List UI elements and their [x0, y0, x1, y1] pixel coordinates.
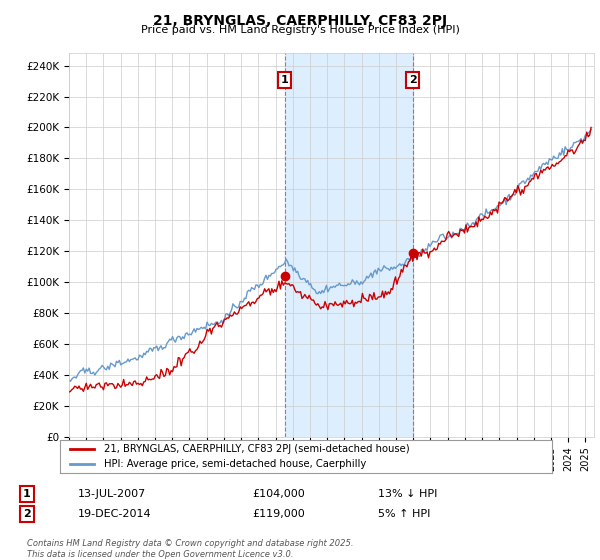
Text: Contains HM Land Registry data © Crown copyright and database right 2025.
This d: Contains HM Land Registry data © Crown c… [27, 539, 353, 559]
Text: 13% ↓ HPI: 13% ↓ HPI [378, 489, 437, 499]
Text: 5% ↑ HPI: 5% ↑ HPI [378, 509, 430, 519]
Text: 21, BRYNGLAS, CAERPHILLY, CF83 2PJ: 21, BRYNGLAS, CAERPHILLY, CF83 2PJ [153, 14, 447, 28]
Text: 1: 1 [281, 75, 289, 85]
Text: Price paid vs. HM Land Registry's House Price Index (HPI): Price paid vs. HM Land Registry's House … [140, 25, 460, 35]
Text: £104,000: £104,000 [252, 489, 305, 499]
Text: £119,000: £119,000 [252, 509, 305, 519]
Text: 2: 2 [409, 75, 416, 85]
Text: HPI: Average price, semi-detached house, Caerphilly: HPI: Average price, semi-detached house,… [104, 459, 367, 469]
Text: 19-DEC-2014: 19-DEC-2014 [78, 509, 152, 519]
Text: 13-JUL-2007: 13-JUL-2007 [78, 489, 146, 499]
Text: 1: 1 [23, 489, 31, 499]
Text: 2: 2 [23, 509, 31, 519]
Text: 21, BRYNGLAS, CAERPHILLY, CF83 2PJ (semi-detached house): 21, BRYNGLAS, CAERPHILLY, CF83 2PJ (semi… [104, 444, 410, 454]
Bar [284, 53, 413, 437]
